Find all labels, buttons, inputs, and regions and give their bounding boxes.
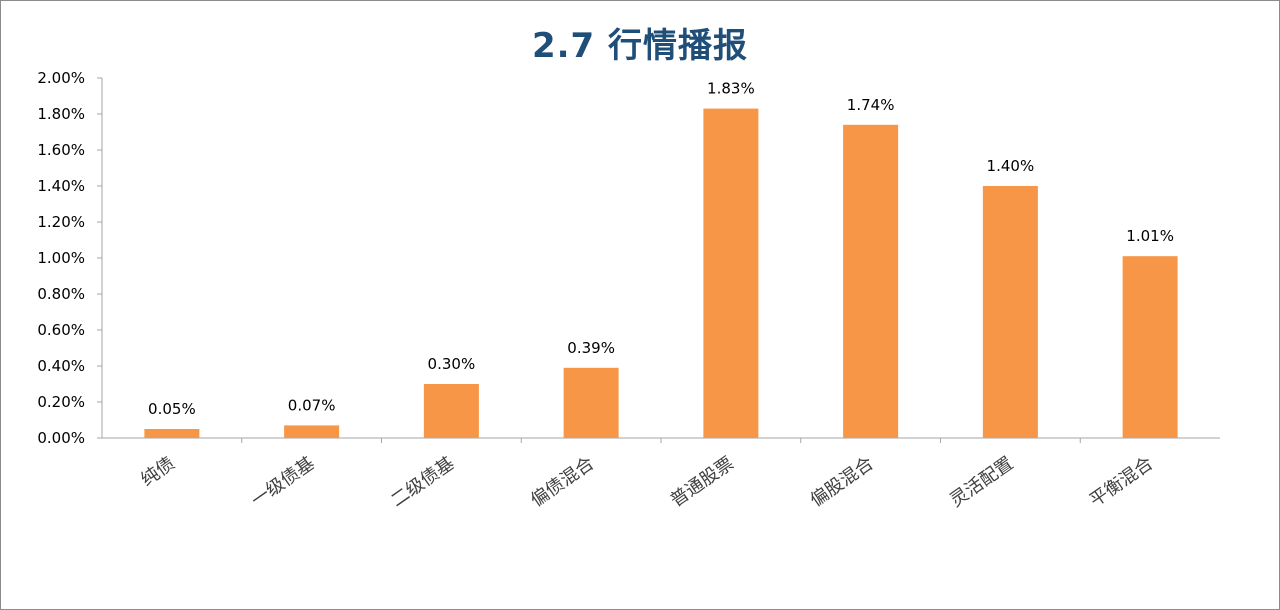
bar-7 bbox=[982, 186, 1038, 438]
x-category-label: 普通股票 bbox=[667, 453, 738, 511]
y-tick-label: 0.40% bbox=[37, 357, 85, 375]
x-category-label: 灵活配置 bbox=[946, 453, 1017, 511]
y-tick-label: 1.40% bbox=[37, 177, 85, 195]
bar-2 bbox=[284, 425, 340, 438]
bar-value-label: 0.07% bbox=[288, 396, 336, 414]
bar-value-label: 1.40% bbox=[987, 157, 1035, 175]
bar-4 bbox=[563, 367, 619, 438]
x-category-label: 平衡混合 bbox=[1086, 453, 1157, 511]
bar-1 bbox=[144, 429, 200, 438]
y-tick-label: 1.00% bbox=[37, 249, 85, 267]
bar-value-label: 1.83% bbox=[707, 80, 755, 98]
y-tick-label: 0.80% bbox=[37, 285, 85, 303]
y-tick-label: 0.00% bbox=[37, 429, 85, 447]
bar-value-label: 1.74% bbox=[847, 96, 895, 114]
bar-3 bbox=[423, 384, 479, 438]
bar-value-label: 0.39% bbox=[567, 339, 615, 357]
y-tick-label: 1.80% bbox=[37, 105, 85, 123]
y-tick-label: 1.20% bbox=[37, 213, 85, 231]
y-tick-label: 0.20% bbox=[37, 393, 85, 411]
y-tick-label: 2.00% bbox=[37, 69, 85, 87]
bar-5 bbox=[703, 108, 759, 438]
x-category-label: 一级债基 bbox=[247, 453, 318, 511]
bar-value-label: 1.01% bbox=[1126, 227, 1174, 245]
x-category-label: 偏债混合 bbox=[527, 453, 598, 511]
y-tick-label: 0.60% bbox=[37, 321, 85, 339]
x-category-label: 二级债基 bbox=[387, 453, 458, 511]
x-category-label: 纯债 bbox=[137, 453, 179, 491]
chart-title: 2.7 行情播报 bbox=[531, 26, 749, 66]
bar-6 bbox=[843, 124, 899, 439]
x-category-label: 偏股混合 bbox=[806, 453, 877, 511]
y-tick-label: 1.60% bbox=[37, 141, 85, 159]
bar-value-label: 0.30% bbox=[428, 355, 476, 373]
bar-8 bbox=[1122, 256, 1178, 438]
bar-value-label: 0.05% bbox=[148, 400, 196, 418]
